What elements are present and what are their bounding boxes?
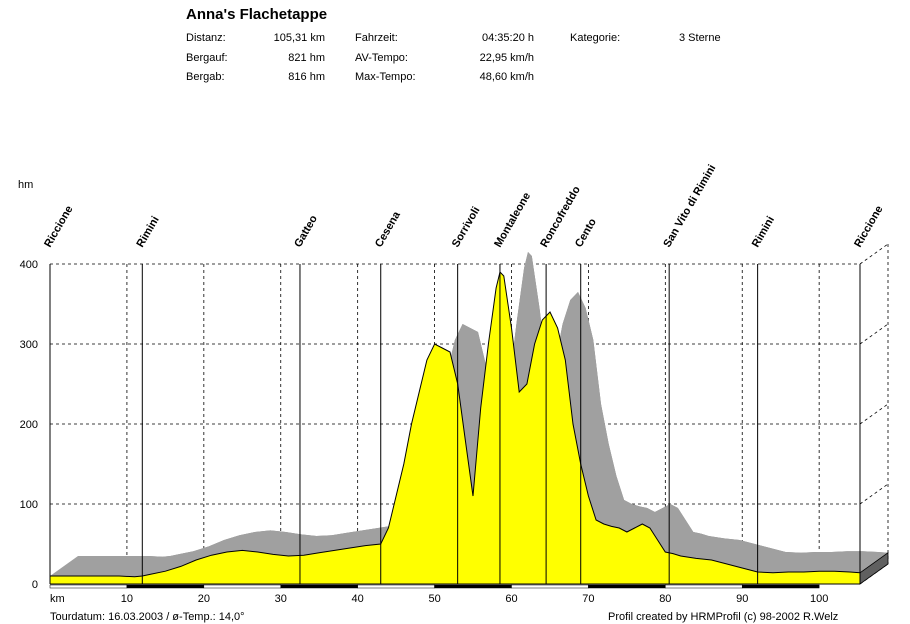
place-label: Rimini xyxy=(750,214,777,249)
place-label: Cesena xyxy=(373,209,403,250)
stat-label-ride-time: Fahrzeit: xyxy=(355,32,398,44)
elevation-chart: hm 0 100 200 300 400 Riccione Rimini Gatteo Cesen… xyxy=(18,163,889,605)
scale-segment xyxy=(280,584,358,589)
elevation-area xyxy=(50,272,860,584)
gridline-depth xyxy=(859,483,889,505)
scale-segment xyxy=(588,584,666,589)
stat-value-ride-time: 04:35:20 h xyxy=(482,32,534,44)
stat-value-descent: 816 hm xyxy=(288,71,325,83)
stat-label-avg-speed: AV-Tempo: xyxy=(355,52,408,64)
stat-label-distance: Distanz: xyxy=(186,32,226,44)
x-tick-label: 20 xyxy=(198,593,210,605)
place-label: Montaleone xyxy=(492,191,533,250)
x-tick-label: 100 xyxy=(810,593,828,605)
scale-segment xyxy=(665,584,743,589)
y-tick-label: 200 xyxy=(20,419,38,431)
scale-segment xyxy=(49,584,128,589)
stat-value-max-speed: 48,60 km/h xyxy=(479,71,534,83)
y-tick-label: 100 xyxy=(20,499,38,511)
stat-label-climb: Bergauf: xyxy=(186,52,228,64)
gridline-depth xyxy=(859,243,889,265)
place-label: Gatteo xyxy=(292,213,320,249)
place-label: Riccione xyxy=(42,204,75,250)
stat-value-distance: 105,31 km xyxy=(273,32,325,44)
place-label: Riccione xyxy=(852,204,885,250)
x-tick-label: 10 xyxy=(121,593,133,605)
stat-value-avg-speed: 22,95 km/h xyxy=(479,52,534,64)
stat-value-climb: 821 hm xyxy=(288,52,325,64)
y-tick-label: 0 xyxy=(32,579,38,591)
x-tick-label: 80 xyxy=(659,593,671,605)
scale-segment xyxy=(203,584,281,589)
footer-credits: Profil created by HRMProfil (c) 98-2002 … xyxy=(608,611,839,623)
gridline-depth xyxy=(859,323,889,345)
stat-label-descent: Bergab: xyxy=(186,71,225,83)
scale-segment xyxy=(741,584,820,589)
x-tick-label: 90 xyxy=(736,593,748,605)
y-tick-label: 400 xyxy=(20,259,38,271)
place-label: Sorrivoli xyxy=(450,205,483,250)
footer-tour-info: Tourdatum: 16.03.2003 / ø-Temp.: 14,0° xyxy=(50,611,245,623)
stat-value-category: 3 Sterne xyxy=(679,32,721,44)
place-label: San Vito di Rimini xyxy=(661,163,718,250)
scale-segment xyxy=(511,584,589,589)
place-label: Cento xyxy=(573,216,599,249)
x-tick-label: 50 xyxy=(428,593,440,605)
elevation-line xyxy=(50,270,861,578)
x-tick-label: 70 xyxy=(582,593,594,605)
scale-segment xyxy=(357,584,435,589)
y-tick-label: 300 xyxy=(20,339,38,351)
stat-label-category: Kategorie: xyxy=(570,32,621,44)
x-axis-label: km xyxy=(50,593,65,605)
scale-segment xyxy=(126,584,205,589)
x-tick-label: 40 xyxy=(352,593,364,605)
stat-label-max-speed: Max-Tempo: xyxy=(355,71,416,83)
page-title: Anna's Flachetappe xyxy=(186,6,328,23)
x-tick-label: 30 xyxy=(275,593,287,605)
place-label: Rimini xyxy=(135,214,162,249)
elevation-side xyxy=(50,252,888,577)
x-tick-label: 60 xyxy=(505,593,517,605)
gridline-depth xyxy=(859,403,889,425)
y-axis-label: hm xyxy=(18,179,33,191)
scale-segment xyxy=(434,584,512,589)
